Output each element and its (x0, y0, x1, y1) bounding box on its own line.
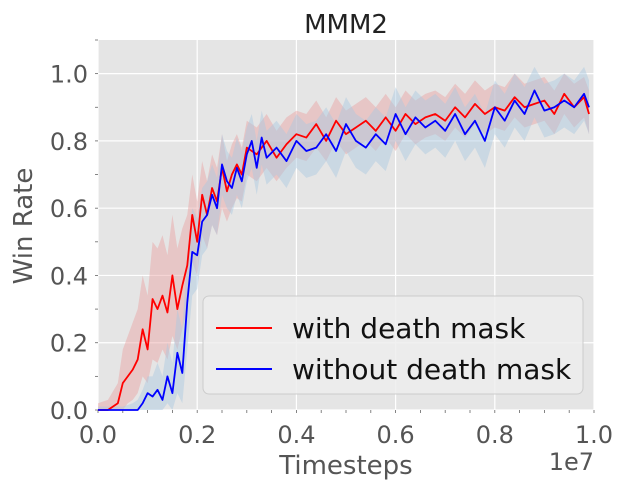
confidence-bands (98, 66, 590, 410)
x-tick-label: 0.4 (277, 421, 315, 449)
series-line-with-death-mask (98, 92, 590, 411)
x-tick-label: 0.2 (178, 421, 216, 449)
legend-box (202, 295, 584, 395)
y-tick-label: 0.6 (50, 195, 88, 223)
y-tick-labels: 0.0 0.2 0.4 0.6 0.8 1.0 (50, 61, 88, 425)
y-tick-label: 0.8 (50, 128, 88, 156)
y-tick-label: 0.0 (50, 397, 88, 425)
minor-ticks (95, 39, 595, 413)
y-axis-label: Win Rate (9, 168, 39, 285)
series-lines (98, 89, 590, 411)
legend-label-without-death-mask: without death mask (292, 353, 572, 386)
x-tick-label: 0.8 (476, 421, 514, 449)
series-line-without-death-mask (98, 89, 590, 411)
band-with-death-mask (98, 73, 590, 410)
legend: with death mask without death mask (202, 295, 584, 395)
y-tick-label: 0.2 (50, 330, 88, 358)
x-tick-label: 0.0 (79, 421, 117, 449)
y-tick-label: 0.4 (50, 262, 88, 290)
x-axis-offset-label: 1e7 (549, 448, 594, 476)
legend-label-with-death-mask: with death mask (292, 312, 526, 345)
x-axis-label: Timesteps (278, 451, 412, 481)
chart-title: MMM2 (304, 10, 388, 40)
x-tick-label: 0.6 (377, 421, 415, 449)
y-tick-label: 1.0 (50, 61, 88, 89)
band-without-death-mask (98, 66, 590, 410)
x-tick-label: 1.0 (575, 421, 613, 449)
x-tick-labels: 0.0 0.2 0.4 0.6 0.8 1.0 (79, 421, 613, 449)
grid-lines (97, 40, 595, 411)
